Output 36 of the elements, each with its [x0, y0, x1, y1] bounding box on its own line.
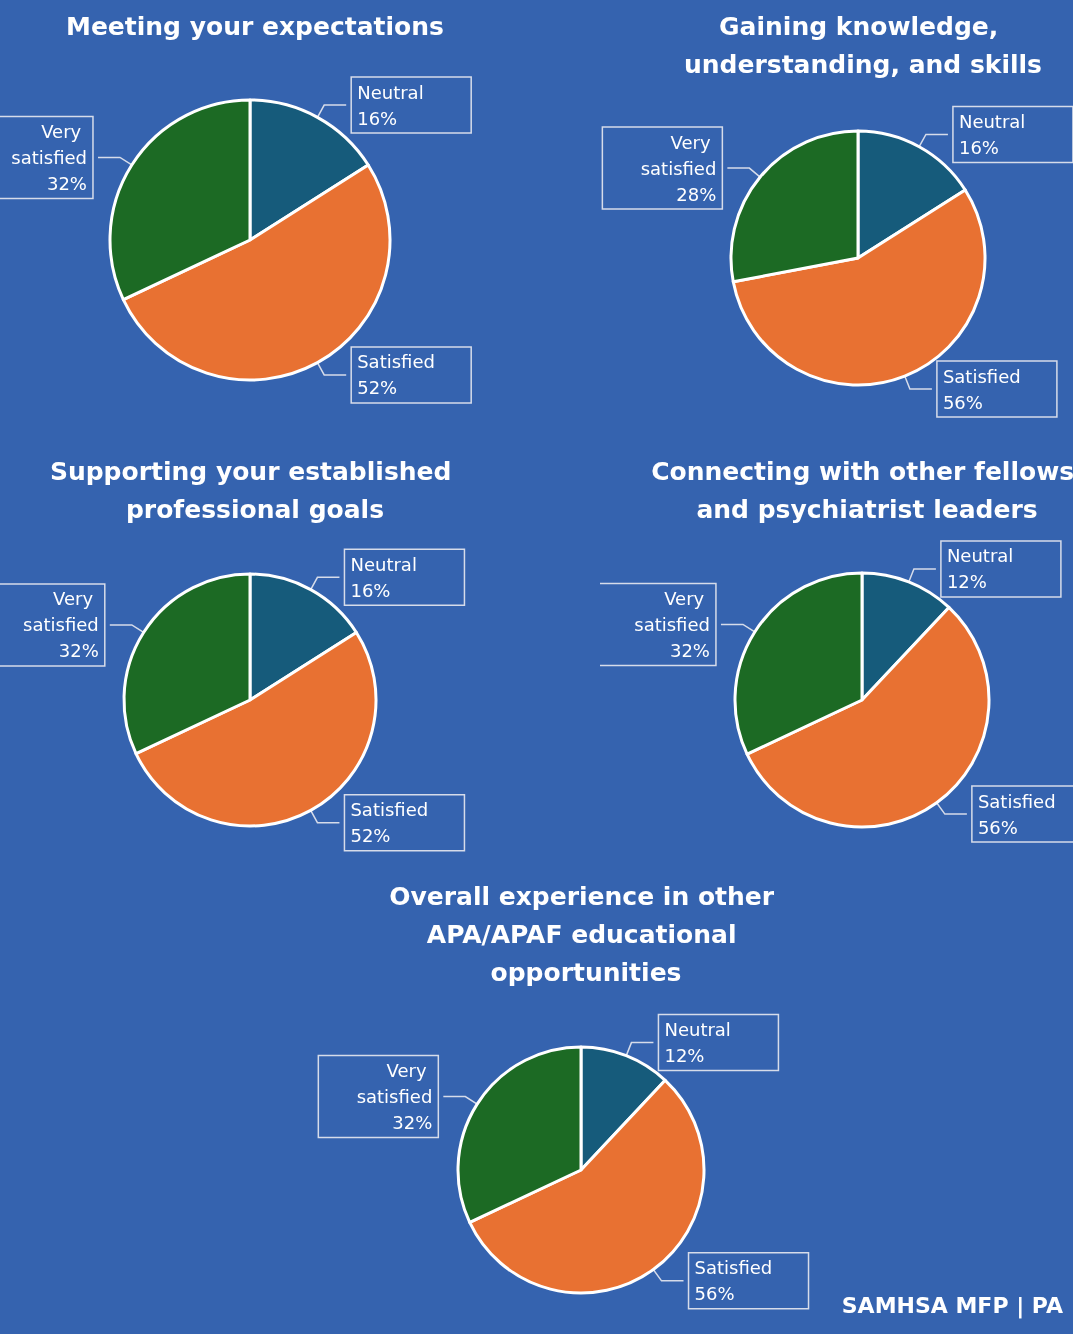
- data-label: 52%: [357, 377, 398, 399]
- slice-label: Very satisfied: [11, 120, 87, 168]
- slice-label: Very satisfied: [640, 131, 717, 179]
- data-label: 56%: [694, 1283, 735, 1305]
- data-label: 56%: [942, 391, 983, 413]
- slice-label: Neutral: [664, 1019, 731, 1041]
- slice-label: Very satisfied: [634, 587, 710, 635]
- slice-label: Satisfied: [694, 1257, 773, 1279]
- data-label: 28%: [676, 183, 717, 205]
- slice-label: Very satisfied: [23, 588, 99, 636]
- chart-title: Connecting with other fellows and psychiatrist leaders: [651, 456, 1073, 524]
- slice-label: Satisfied: [357, 351, 435, 373]
- data-label: 32%: [46, 172, 87, 194]
- slice-label: Neutral: [357, 81, 424, 103]
- slice-label: Neutral: [958, 110, 1026, 132]
- data-label: 32%: [58, 640, 99, 662]
- slice-label: Neutral: [946, 545, 1014, 567]
- data-label: 32%: [669, 639, 710, 661]
- slice-label: Very satisfied: [356, 1060, 433, 1108]
- data-label: 56%: [977, 816, 1018, 838]
- slice-label: Neutral: [350, 553, 417, 575]
- data-label: 16%: [958, 136, 999, 158]
- chart-title: Gaining knowledge, understanding, and skills: [684, 11, 1042, 79]
- data-label: 32%: [392, 1112, 433, 1134]
- slice-label: Satisfied: [350, 799, 429, 821]
- slice-label: Satisfied: [942, 365, 1021, 387]
- data-label: 16%: [357, 107, 398, 129]
- slice-label: Satisfied: [977, 790, 1056, 812]
- data-label: 12%: [946, 571, 987, 593]
- text: SAMHSA MFP | PA: [841, 1292, 1064, 1319]
- chart-title: Meeting your expectations: [66, 11, 444, 41]
- data-label: 52%: [350, 825, 391, 847]
- chart-title: Supporting your established professional goals: [49, 456, 461, 524]
- chart-title: Overall experience in other APA/APAF educational opportunities: [389, 881, 783, 987]
- data-label: 16%: [350, 579, 391, 601]
- data-label: 12%: [664, 1045, 705, 1067]
